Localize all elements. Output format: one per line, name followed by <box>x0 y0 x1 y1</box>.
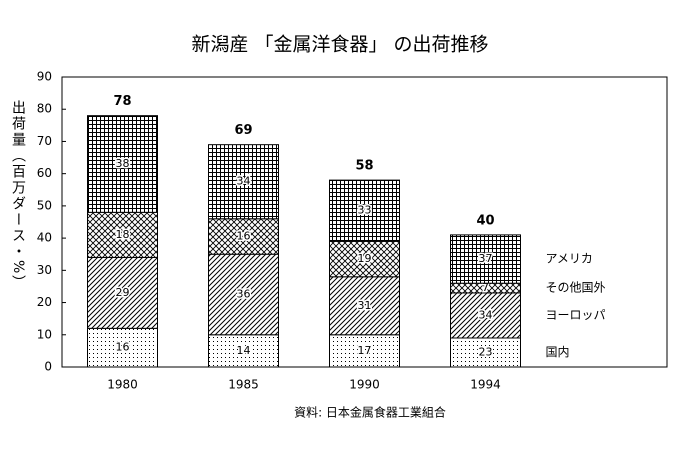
bar-segment <box>329 179 400 242</box>
legend-label: 国内 <box>546 345 570 359</box>
percent-label: 14 <box>237 344 251 357</box>
bar-segment <box>329 240 400 278</box>
bar-segment <box>208 334 279 368</box>
percent-label: 34 <box>479 308 493 321</box>
y-tick-label: 90 <box>37 70 52 84</box>
percent-label: 23 <box>479 346 493 359</box>
x-tick-label: 1980 <box>107 378 138 392</box>
x-tick-label: 1990 <box>349 378 380 392</box>
y-tick-label: 0 <box>44 360 52 374</box>
chart-title: 新潟産 「金属洋食器」 の出荷推移 <box>191 34 488 56</box>
bar-segment <box>329 276 400 336</box>
legend-label: ヨーロッパ <box>546 308 606 322</box>
y-tick-label: 20 <box>37 295 52 309</box>
bar-segment <box>329 334 400 368</box>
percent-label: 19 <box>358 252 372 265</box>
y-tick-label: 40 <box>37 231 52 245</box>
total-label: 58 <box>355 159 373 174</box>
percent-label: 34 <box>237 175 251 188</box>
y-tick-label: 70 <box>37 134 52 148</box>
percent-label: 38 <box>116 157 130 170</box>
total-label: 69 <box>234 123 252 138</box>
bar-segment <box>450 234 521 284</box>
y-tick-label: 10 <box>37 327 52 341</box>
percent-label: 18 <box>116 228 130 241</box>
percent-label: 16 <box>116 341 130 354</box>
source: 資料: 日本金属食器工業組合 <box>294 405 446 420</box>
percent-label: 37 <box>479 252 493 265</box>
x-tick-label: 1994 <box>470 378 501 392</box>
bar-segment <box>208 144 279 220</box>
percent-label: 16 <box>237 230 251 243</box>
y-tick-label: 30 <box>37 263 52 277</box>
bar-segment <box>450 337 521 368</box>
y-tick-label: 50 <box>37 198 52 212</box>
bar-segment <box>208 253 279 336</box>
percent-label: 29 <box>116 286 130 299</box>
bar-segment <box>87 115 158 213</box>
percent-label: 36 <box>237 288 251 301</box>
total-label: 40 <box>476 213 494 228</box>
y-axis-label: 出荷量（百万ダース・%） <box>10 100 26 291</box>
bar-segment <box>87 256 158 329</box>
bar-segment <box>450 292 521 339</box>
percent-label: 33 <box>358 204 372 217</box>
y-tick-label: 60 <box>37 166 52 180</box>
percent-label: 7 <box>482 281 489 294</box>
percent-label: 17 <box>358 344 372 357</box>
legend-label: その他国外 <box>546 281 606 295</box>
bar-segment <box>87 211 158 258</box>
y-tick-label: 80 <box>37 102 52 116</box>
bar-segment <box>87 327 158 368</box>
bar-segment <box>208 218 279 255</box>
total-label: 78 <box>113 94 131 109</box>
percent-label: 31 <box>358 299 372 312</box>
legend-label: アメリカ <box>546 252 593 266</box>
x-tick-label: 1985 <box>228 378 259 392</box>
